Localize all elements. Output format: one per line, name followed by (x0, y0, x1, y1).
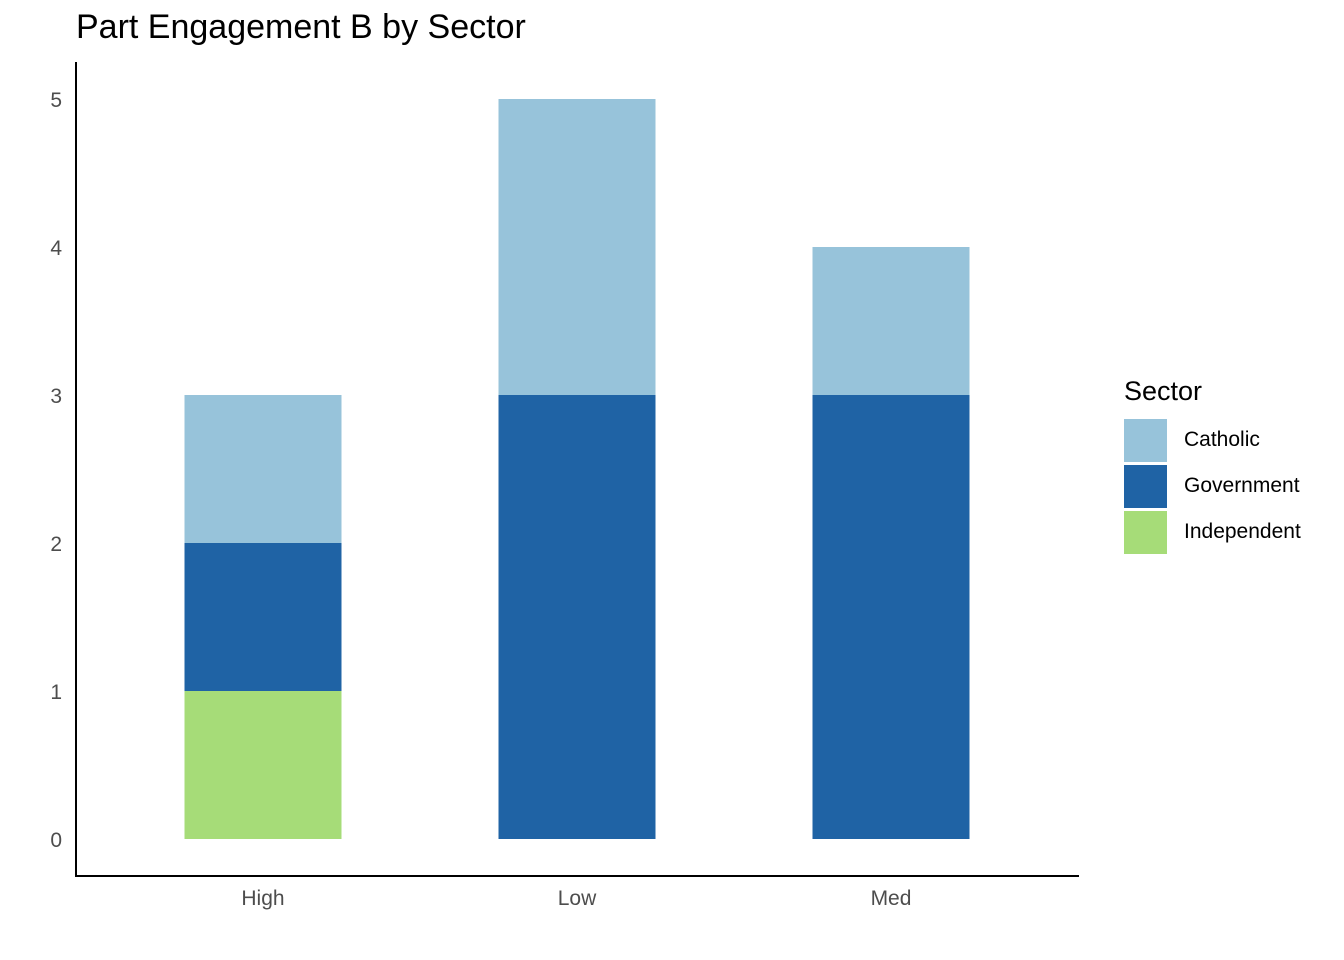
legend-label: Independent (1184, 520, 1301, 543)
legend-item-independent: Independent (1124, 509, 1301, 555)
legend-label: Government (1184, 474, 1300, 497)
y-tick-label: 4 (50, 237, 62, 260)
bars-group (184, 99, 970, 839)
legend-swatch (1124, 510, 1167, 554)
legend-items: Catholic Government Independent (1124, 417, 1301, 555)
bar-med-government (812, 395, 970, 839)
y-tick-label: 0 (50, 829, 62, 852)
bar-high-independent (184, 691, 342, 839)
y-tick-label: 2 (50, 533, 62, 556)
x-tick-label: Low (558, 887, 597, 910)
legend-swatch (1124, 464, 1167, 508)
y-tick-label: 5 (50, 89, 62, 112)
bar-med-catholic (812, 247, 970, 395)
x-tick-label: High (241, 887, 284, 910)
legend: Sector Catholic Government Independent (1124, 376, 1301, 555)
legend-item-catholic: Catholic (1124, 417, 1301, 463)
x-tick-label: Med (871, 887, 912, 910)
x-tick-labels: High Low Med (241, 887, 911, 910)
bar-low-government (498, 395, 656, 839)
legend-item-government: Government (1124, 463, 1301, 509)
legend-label: Catholic (1184, 428, 1260, 451)
chart-title: Part Engagement B by Sector (76, 8, 526, 46)
bar-high-catholic (184, 395, 342, 543)
legend-title: Sector (1124, 376, 1203, 406)
legend-swatch (1124, 418, 1167, 462)
y-tick-label: 1 (50, 681, 62, 704)
bar-high-government (184, 543, 342, 691)
y-tick-labels: 0 1 2 3 4 5 (50, 89, 62, 852)
y-tick-label: 3 (50, 385, 62, 408)
bar-low-catholic (498, 99, 656, 395)
